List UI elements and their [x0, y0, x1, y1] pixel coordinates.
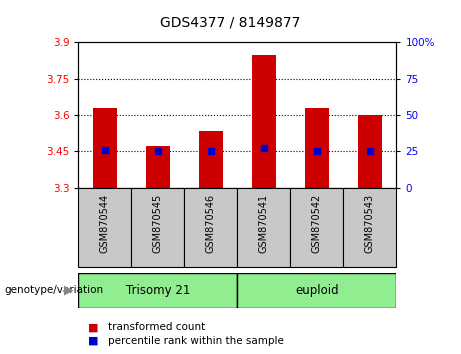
Bar	[93, 108, 117, 188]
Bar	[343, 188, 396, 267]
Text: genotype/variation: genotype/variation	[5, 285, 104, 295]
Text: GSM870543: GSM870543	[365, 194, 375, 253]
Bar	[237, 188, 290, 267]
Text: percentile rank within the sample: percentile rank within the sample	[108, 336, 284, 346]
Text: GSM870546: GSM870546	[206, 194, 216, 253]
Bar	[146, 147, 170, 188]
Bar	[78, 273, 237, 308]
Bar	[290, 188, 343, 267]
Bar	[237, 273, 396, 308]
Text: Trisomy 21: Trisomy 21	[126, 284, 190, 297]
Bar	[131, 188, 184, 267]
Text: GSM870541: GSM870541	[259, 194, 269, 253]
Text: ▶: ▶	[64, 284, 74, 297]
Bar	[184, 188, 237, 267]
Bar	[78, 188, 131, 267]
Text: ■: ■	[88, 322, 98, 332]
Text: transformed count: transformed count	[108, 322, 206, 332]
Text: euploid: euploid	[295, 284, 339, 297]
Bar	[305, 108, 329, 188]
Text: GSM870542: GSM870542	[312, 194, 322, 253]
Text: ■: ■	[88, 336, 98, 346]
Bar	[252, 55, 276, 188]
Text: GSM870544: GSM870544	[100, 194, 110, 253]
Text: GSM870545: GSM870545	[153, 194, 163, 253]
Text: GDS4377 / 8149877: GDS4377 / 8149877	[160, 16, 301, 30]
Bar	[358, 115, 382, 188]
Bar	[199, 131, 223, 188]
